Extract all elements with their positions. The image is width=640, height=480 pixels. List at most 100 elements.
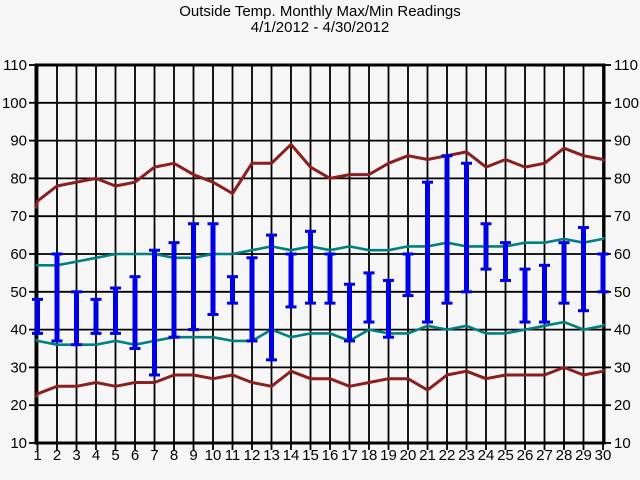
range-bar-min-cap <box>402 294 414 298</box>
range-bar-stem <box>269 235 274 360</box>
upper-teal-line <box>36 236 606 267</box>
x-axis-tick-label: 3 <box>72 447 80 464</box>
range-bar-max-cap <box>110 286 121 290</box>
y-axis-tick-label-right: 70 <box>614 208 631 225</box>
range-bar-stem <box>74 291 79 345</box>
range-bar-min-cap <box>461 290 472 294</box>
range-bar-day-20 <box>402 252 414 298</box>
y-axis-tick-label-left: 30 <box>10 359 27 376</box>
range-bar-min-cap <box>266 358 277 362</box>
range-bar-stem <box>249 257 255 341</box>
range-bar-min-cap <box>71 343 82 347</box>
range-bar-min-cap <box>539 320 550 324</box>
range-bar-max-cap <box>246 256 258 260</box>
range-bar-max-cap <box>578 226 589 230</box>
range-bar-max-cap <box>207 222 219 226</box>
range-bar-day-10 <box>207 222 219 316</box>
range-bar-min-cap <box>207 312 219 316</box>
x-axis-tick-label: 21 <box>419 447 436 464</box>
range-bar-day-13 <box>266 233 277 362</box>
range-bar-max-cap <box>149 248 160 252</box>
range-bar-max-cap <box>344 282 355 286</box>
x-axis-tick-label: 23 <box>458 447 475 464</box>
range-bar-min-cap <box>90 331 102 335</box>
range-bar-min-cap <box>578 309 589 313</box>
x-axis-tick-label: 10 <box>205 447 222 464</box>
range-bar-min-cap <box>422 320 433 324</box>
y-axis-tick-label-right: 100 <box>614 95 639 112</box>
range-bar-day-6 <box>129 275 141 350</box>
range-bar-day-24 <box>480 222 492 271</box>
range-bar-day-25 <box>500 241 511 282</box>
y-axis-tick-label-right: 40 <box>614 322 631 339</box>
x-axis-tick-label: 19 <box>380 447 397 464</box>
range-bar-max-cap <box>363 271 375 275</box>
range-bar-stem <box>600 254 606 292</box>
x-axis-tick-label: 4 <box>92 447 100 464</box>
y-axis-tick-label-left: 20 <box>10 397 27 414</box>
range-bar-max-cap <box>597 252 609 256</box>
range-bar-min-cap <box>363 320 375 324</box>
range-bar-day-22 <box>441 154 453 305</box>
x-axis-tick-label: 12 <box>244 447 261 464</box>
range-bar-max-cap <box>539 263 550 267</box>
range-bar-day-12 <box>246 256 258 343</box>
range-bar-stem <box>230 276 235 304</box>
range-bar-stem <box>542 265 547 323</box>
range-bar-max-cap <box>90 297 102 301</box>
range-bar-day-29 <box>578 226 589 313</box>
range-bar-min-cap <box>168 335 180 339</box>
range-bar-day-21 <box>422 180 433 324</box>
y-axis-tick-label-left: 110 <box>3 57 27 74</box>
range-bar-stem <box>464 163 469 292</box>
range-bar-day-7 <box>149 248 160 377</box>
x-axis-tick-label: 28 <box>556 447 573 464</box>
range-bar-day-19 <box>383 278 394 339</box>
daily-range-bars <box>32 154 609 377</box>
range-bar-max-cap <box>71 290 82 294</box>
x-axis-tick-label: 26 <box>517 447 534 464</box>
y-axis-tick-label-right: 10 <box>614 435 631 452</box>
x-axis-tick-label: 2 <box>53 447 61 464</box>
range-bar-stem <box>210 223 216 315</box>
range-bar-stem <box>444 155 450 304</box>
range-bar-max-cap <box>168 241 180 245</box>
range-bar-stem <box>132 276 138 349</box>
range-bar-max-cap <box>558 241 570 245</box>
range-bar-min-cap <box>110 331 121 335</box>
y-axis-tick-label-left: 50 <box>10 284 27 301</box>
range-bar-min-cap <box>383 335 394 339</box>
range-bar-day-30 <box>597 252 609 294</box>
range-bar-day-11 <box>227 275 238 305</box>
range-bar-stem <box>93 299 99 334</box>
y-axis-tick-label-left: 60 <box>10 246 27 263</box>
range-bar-max-cap <box>285 252 297 256</box>
range-bar-day-5 <box>110 286 121 335</box>
range-bar-min-cap <box>500 278 511 282</box>
y-axis-tick-label-right: 30 <box>614 359 631 376</box>
y-axis-tick-label-left: 90 <box>10 133 27 150</box>
range-bar-day-1 <box>32 297 43 335</box>
range-bar-stem <box>483 223 489 270</box>
range-bar-min-cap <box>32 331 43 335</box>
range-bar-min-cap <box>519 320 531 324</box>
range-bar-day-8 <box>168 241 180 339</box>
range-bar-max-cap <box>480 222 492 226</box>
range-bar-min-cap <box>324 301 336 305</box>
range-bar-stem <box>581 227 586 311</box>
grid <box>29 64 611 450</box>
range-bar-min-cap <box>305 301 316 305</box>
range-bar-day-16 <box>324 252 336 305</box>
range-bar-stem <box>347 284 352 341</box>
range-bar-stem <box>522 269 528 323</box>
x-axis-tick-label: 30 <box>595 447 612 464</box>
y-axis-tick-label-right: 20 <box>614 397 631 414</box>
x-axis-tick-label: 18 <box>361 447 378 464</box>
range-bar-stem <box>308 231 313 304</box>
x-axis-tick-label: 13 <box>263 447 280 464</box>
range-bar-min-cap <box>51 339 63 343</box>
range-bar-day-18 <box>363 271 375 324</box>
